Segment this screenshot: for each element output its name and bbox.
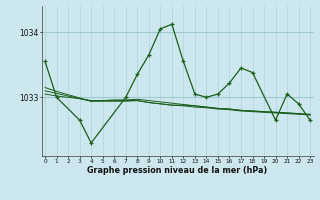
X-axis label: Graphe pression niveau de la mer (hPa): Graphe pression niveau de la mer (hPa) [87,166,268,175]
